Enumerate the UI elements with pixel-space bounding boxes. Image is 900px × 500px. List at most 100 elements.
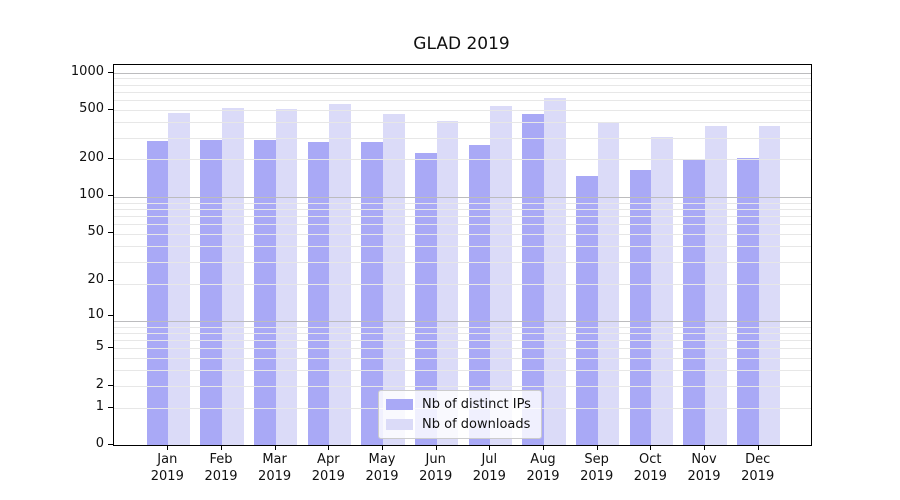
x-tick-mark: [221, 445, 222, 450]
bar-distinct-ips-sep: [575, 176, 598, 445]
y-tick-mark: [108, 195, 113, 197]
x-tick-mark: [435, 445, 437, 450]
y-tick-label: 10: [87, 306, 104, 322]
y-tick-mark: [108, 158, 113, 160]
legend-label-distinct-ips: Nb of distinct IPs: [422, 397, 531, 412]
x-tick-label: Oct 2019: [633, 452, 667, 484]
bar-downloads-oct: [651, 137, 674, 445]
y-tick-mark: [108, 384, 113, 386]
x-tick-label: Mar 2019: [258, 452, 292, 484]
gridline-minor: [114, 385, 811, 387]
x-tick-label: Jul 2019: [472, 452, 506, 484]
y-tick-mark: [108, 232, 113, 234]
gridline-minor: [114, 283, 811, 285]
x-tick-mark: [596, 445, 598, 450]
x-tick-label: Nov 2019: [687, 452, 721, 484]
y-tick-mark: [108, 314, 113, 316]
x-tick-label: Sep 2019: [580, 452, 614, 484]
x-tick-label: Feb 2019: [204, 452, 238, 484]
y-tick-mark: [108, 347, 113, 349]
gridline-minor: [114, 159, 811, 161]
gridline-minor: [114, 216, 811, 217]
x-tick-mark: [704, 445, 705, 450]
gridline-major: [114, 320, 811, 322]
y-tick-label: 200: [79, 150, 104, 166]
x-tick-label: May 2019: [365, 452, 399, 484]
x-tick-label: Aug 2019: [526, 452, 560, 484]
legend: Nb of distinct IPs Nb of downloads: [378, 390, 542, 439]
bar-downloads-apr: [329, 104, 352, 445]
y-tick-mark: [108, 71, 113, 73]
gridline-minor: [114, 137, 811, 139]
legend-item-distinct-ips: Nb of distinct IPs: [386, 397, 531, 412]
legend-swatch-downloads-icon: [386, 419, 413, 430]
legend-item-downloads: Nb of downloads: [386, 417, 531, 432]
y-tick-mark: [108, 406, 113, 408]
bar-distinct-ips-jul: [468, 144, 491, 445]
gridline-minor: [114, 261, 811, 263]
bar-downloads-jul: [490, 105, 513, 445]
bar-distinct-ips-nov: [683, 159, 705, 445]
y-tick-label: 1: [95, 398, 104, 414]
bar-distinct-ips-jun: [414, 152, 437, 445]
bar-distinct-ips-jan: [146, 141, 169, 445]
x-tick-mark: [757, 445, 759, 450]
gridline-minor: [114, 122, 811, 124]
legend-swatch-distinct-ips-icon: [386, 399, 413, 410]
y-tick-label: 2: [95, 376, 104, 392]
bar-distinct-ips-dec: [736, 157, 759, 445]
bar-distinct-ips-oct: [629, 169, 652, 445]
gridline-minor: [114, 84, 811, 86]
x-tick-mark: [489, 445, 491, 450]
x-tick-mark: [274, 445, 276, 450]
y-tick-label: 0: [95, 436, 104, 451]
grid-layer: [114, 65, 811, 445]
x-tick-mark: [328, 445, 330, 450]
gridline-minor: [114, 91, 811, 93]
gridline-minor: [114, 110, 811, 112]
gridline-minor: [114, 340, 811, 342]
gridline-minor: [114, 348, 811, 350]
chart-title: GLAD 2019: [413, 34, 510, 54]
x-tick-mark: [543, 445, 544, 450]
x-tick-mark: [650, 445, 652, 450]
bar-downloads-nov: [705, 126, 727, 445]
y-tick-mark: [108, 109, 113, 110]
bar-distinct-ips-apr: [307, 141, 330, 445]
x-tick-label: Jan 2019: [150, 452, 184, 484]
gridline-minor: [114, 202, 811, 204]
y-tick-label: 1000: [70, 63, 104, 79]
y-tick-mark: [108, 444, 113, 445]
gridline-minor: [114, 208, 811, 210]
gridline-minor: [114, 234, 811, 236]
y-tick-label: 50: [87, 224, 104, 240]
x-tick-label: Apr 2019: [311, 452, 345, 484]
bar-downloads-dec: [758, 126, 781, 445]
gridline-minor: [114, 370, 811, 372]
plot-area: [113, 64, 812, 446]
gridline-minor: [114, 358, 811, 360]
bar-downloads-mar: [275, 109, 298, 445]
bars-layer: [114, 65, 811, 445]
bar-distinct-ips-may: [361, 142, 383, 445]
bar-downloads-feb: [222, 107, 244, 445]
bar-distinct-ips-aug: [522, 113, 544, 445]
gridline-major: [114, 196, 811, 198]
gridline-minor: [114, 326, 811, 328]
x-tick-label: Jun 2019: [419, 452, 453, 484]
gridline-minor: [114, 246, 811, 248]
y-tick-label: 500: [79, 101, 104, 116]
y-tick-mark: [108, 279, 113, 281]
y-tick-label: 20: [87, 271, 104, 287]
x-tick-mark: [167, 445, 169, 450]
legend-label-downloads: Nb of downloads: [422, 417, 531, 432]
gridline-major: [114, 72, 811, 74]
gridline-minor: [114, 100, 811, 102]
x-tick-mark: [382, 445, 383, 450]
gridline-minor: [114, 332, 811, 334]
y-tick-label: 5: [95, 339, 104, 355]
bar-downloads-jan: [168, 112, 191, 445]
x-tick-label: Dec 2019: [741, 452, 775, 484]
gridline-minor: [114, 78, 811, 80]
